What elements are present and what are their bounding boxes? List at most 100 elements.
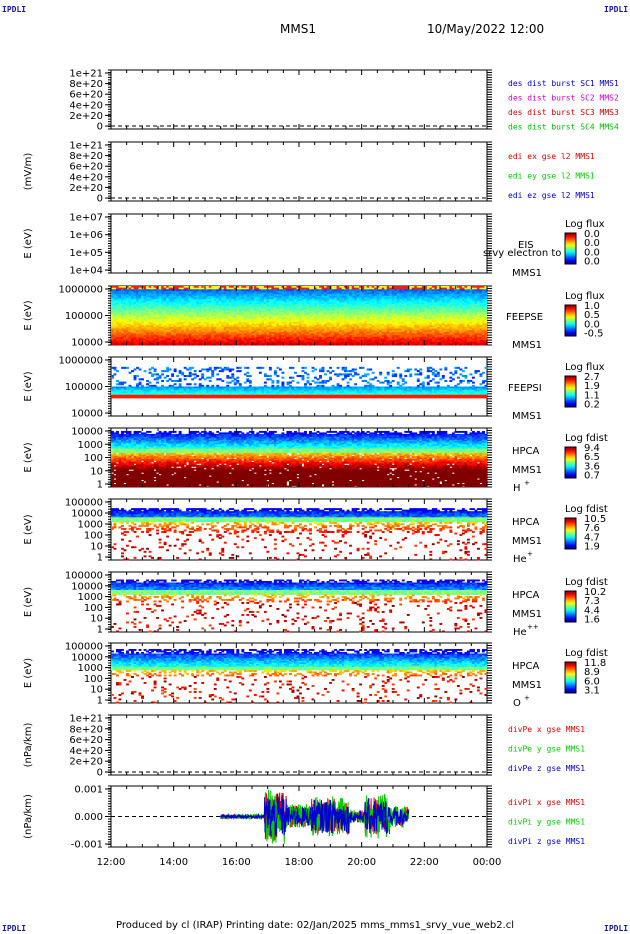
- colorbar-tick-label: 0.0: [584, 229, 600, 240]
- spectrogram-cell: [213, 328, 217, 331]
- spectrogram-cell: [138, 340, 142, 343]
- spectrogram-cell: [216, 322, 220, 325]
- spectrogram-cell: [181, 336, 185, 339]
- spectrogram-cell: [151, 338, 155, 341]
- spectrogram-cell: [186, 325, 190, 328]
- spectrogram-cell: [136, 289, 139, 292]
- spectrogram-cell: [178, 318, 182, 321]
- spectrogram-cell: [168, 297, 172, 300]
- spectrogram-cell: [231, 300, 235, 303]
- spectrogram-cell: [213, 331, 217, 334]
- spectrogram-cell: [241, 286, 245, 289]
- spectrogram-cell: [216, 300, 220, 303]
- spectrogram-cell: [186, 294, 190, 297]
- spectrogram-cell: [168, 330, 172, 333]
- spectrogram-cell: [158, 335, 162, 338]
- spectrogram-cell: [133, 333, 137, 336]
- spectrogram-cell: [236, 318, 240, 321]
- spectrogram-cell: [286, 343, 290, 346]
- spectrogram-cell: [176, 322, 180, 325]
- spectrogram-cell: [121, 320, 124, 323]
- spectrogram-cell: [236, 320, 240, 323]
- spectrogram-cell: [236, 287, 240, 290]
- spectrogram-cell: [203, 312, 207, 315]
- spectrogram-cell: [143, 307, 147, 310]
- spectrogram-cell: [163, 343, 167, 346]
- spectrogram-cell: [176, 325, 180, 328]
- spectrogram-cell: [233, 343, 237, 346]
- spectrogram-cell: [131, 323, 134, 326]
- spectrogram-cell: [148, 308, 152, 311]
- spectrogram-cell: [228, 304, 232, 307]
- spectrogram-cell: [128, 287, 132, 290]
- spectrogram-cell: [201, 300, 205, 303]
- spectrogram-cell: [331, 343, 335, 346]
- spectrogram-cell: [168, 326, 172, 330]
- spectrogram-cell: [196, 304, 200, 307]
- spectrogram-cell: [216, 299, 220, 302]
- spectrogram-cell: [223, 338, 227, 341]
- spectrogram-cell: [168, 308, 172, 311]
- spectrogram-cell: [231, 317, 235, 320]
- spectrogram-cell: [196, 295, 200, 298]
- spectrogram-cell: [206, 305, 210, 308]
- spectrogram-cell: [233, 308, 237, 311]
- spectrogram-cell: [236, 295, 240, 298]
- spectrogram-cell: [118, 333, 122, 336]
- spectrogram-cell: [116, 343, 119, 346]
- spectrogram-cell: [146, 336, 149, 339]
- spectrogram-cell: [128, 310, 132, 313]
- spectrogram-cell: [236, 294, 240, 297]
- spectrogram-cell: [136, 331, 139, 334]
- spectrogram-cell: [356, 343, 360, 346]
- spectrogram-cell: [236, 326, 240, 330]
- spectrogram-cell: [151, 307, 155, 310]
- spectrogram-cell: [118, 315, 122, 318]
- spectrogram-cell: [153, 330, 157, 333]
- spectrogram-cell: [153, 328, 157, 331]
- spectrogram-cell: [226, 338, 230, 341]
- spectrogram-cell: [171, 289, 175, 292]
- spectrogram-cell: [238, 335, 242, 338]
- spectrogram-cell: [123, 295, 127, 298]
- spectrogram-cell: [156, 333, 160, 336]
- spectrogram-cell: [183, 331, 187, 334]
- spectrogram-cell: [156, 338, 160, 341]
- spectrogram-cell: [228, 287, 232, 290]
- spectrogram-cell: [116, 328, 119, 331]
- spectrogram-cell: [118, 312, 122, 315]
- y-tick-label: 6e+20: [69, 90, 103, 101]
- spectrogram-cell: [163, 299, 167, 302]
- y-tick-label: 0: [97, 194, 103, 205]
- spectrogram-cell: [178, 286, 182, 289]
- spectrogram-cell: [151, 305, 155, 308]
- spectrogram-cell: [223, 343, 227, 346]
- spectrogram-cell: [166, 330, 170, 333]
- spectrogram-cell: [128, 294, 132, 297]
- spectrogram-cell: [128, 325, 132, 328]
- spectrogram-cell: [158, 338, 162, 341]
- spectrogram-cell: [143, 310, 147, 313]
- spectrogram-cell: [168, 318, 172, 321]
- spectrogram-cell: [211, 294, 215, 297]
- spectrogram-cell: [166, 333, 170, 336]
- spectrogram-cell: [223, 313, 227, 316]
- spectrogram-cell: [148, 317, 152, 320]
- spectrogram-cell: [213, 305, 217, 308]
- spectrogram-cell: [116, 333, 119, 336]
- spectrogram-cell: [216, 323, 220, 326]
- spectrogram-cell: [126, 292, 129, 295]
- spectrogram-cell: [146, 335, 149, 338]
- spectrogram-cell: [151, 318, 155, 321]
- spectrogram-cell: [191, 322, 195, 325]
- spectrogram-cell: [213, 315, 217, 318]
- spectrogram-cell: [138, 323, 142, 326]
- spectrogram-cell: [138, 313, 142, 316]
- colorbar-tick-label: 0.0: [584, 238, 600, 249]
- spectrogram-cell: [193, 292, 197, 295]
- spectrogram-cell: [181, 328, 185, 331]
- spectrogram-cell: [216, 336, 220, 339]
- spectrogram-cell: [171, 323, 175, 326]
- spectrogram-cell: [131, 333, 134, 336]
- spectrogram-cell: [111, 320, 114, 323]
